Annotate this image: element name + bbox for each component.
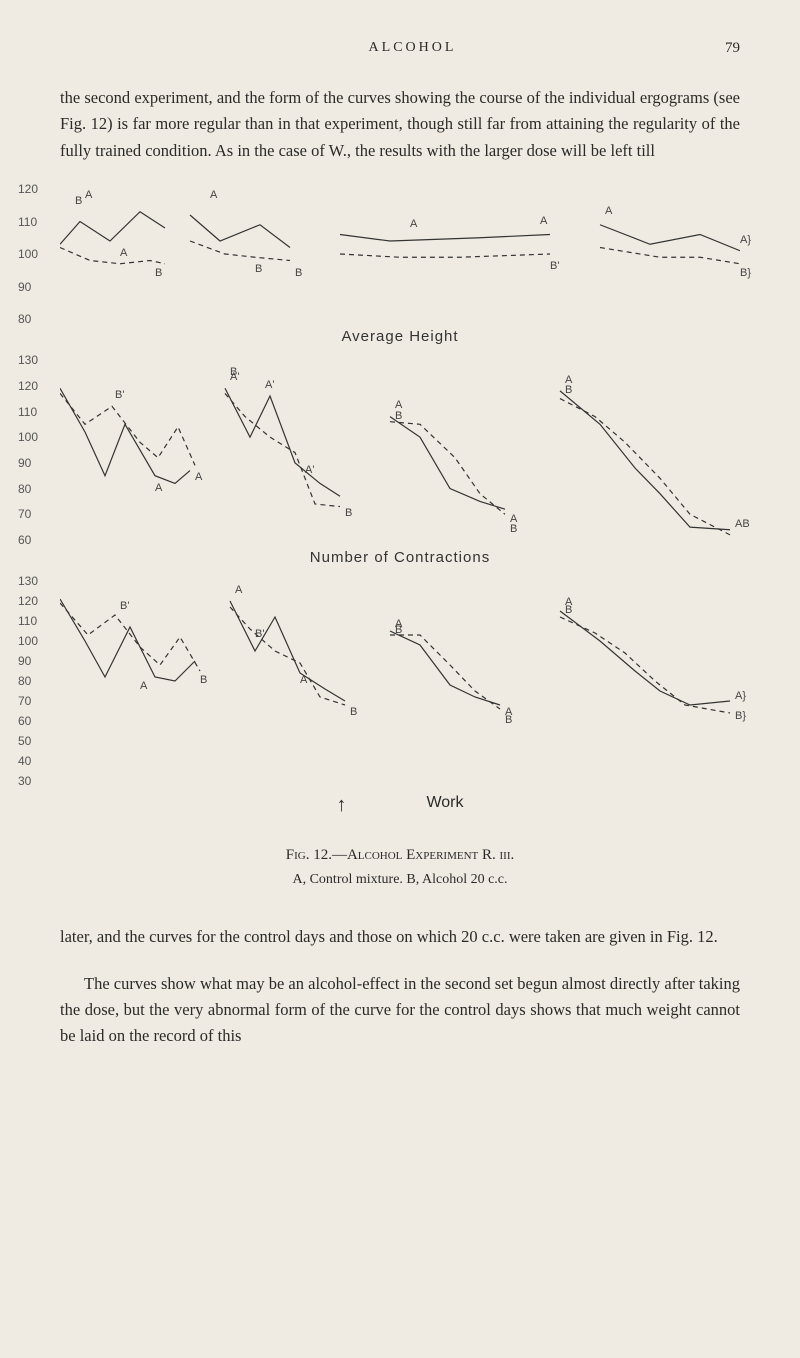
series-b-label: A xyxy=(195,471,202,483)
chart-contractions: 13012011010090807060AB'AA'A'A'BBAABBAABB xyxy=(60,355,740,545)
ytick-label: 70 xyxy=(18,507,31,521)
ytick-label: 100 xyxy=(18,247,38,261)
series-b-label: B xyxy=(395,410,402,422)
series-b-label: B xyxy=(565,384,572,396)
ytick-label: 130 xyxy=(18,353,38,367)
series-a-label: A' xyxy=(305,464,314,476)
series-a-label: A xyxy=(210,189,217,201)
ytick-label: 90 xyxy=(18,654,31,668)
series-b-line xyxy=(60,248,165,264)
header-title: ALCOHOL xyxy=(100,40,725,57)
ytick-label: 120 xyxy=(18,594,38,608)
series-b-line xyxy=(560,399,730,535)
ytick-label: 80 xyxy=(18,482,31,496)
series-b-label: B xyxy=(395,624,402,636)
series-a-line xyxy=(560,611,730,705)
paragraph-3: The curves show what may be an alcohol-e… xyxy=(60,971,740,1050)
series-b-line xyxy=(600,248,740,264)
chart3-title: Work xyxy=(426,794,463,817)
header-page: 79 xyxy=(725,40,740,57)
ytick-label: 50 xyxy=(18,734,31,748)
series-a-label: A} xyxy=(735,690,746,702)
ytick-label: 40 xyxy=(18,754,31,768)
chart1-title: Average Height xyxy=(60,328,740,345)
chart3-title-row: ↑ Work xyxy=(60,794,740,817)
ytick-label: 120 xyxy=(18,379,38,393)
series-b-label: B xyxy=(350,706,357,718)
series-b-label: B xyxy=(510,523,517,535)
series-a-label: AB xyxy=(735,518,750,530)
ytick-label: 60 xyxy=(18,533,31,547)
series-a-label: A} xyxy=(740,234,751,246)
ytick-label: 120 xyxy=(18,182,38,196)
ytick-label: 110 xyxy=(18,215,37,229)
series-b-label: B xyxy=(200,674,207,686)
chart3-svg xyxy=(60,576,740,786)
series-b-label: B' xyxy=(550,260,559,272)
ytick-label: 30 xyxy=(18,774,31,788)
paragraph-1: the second experiment, and the form of t… xyxy=(60,85,740,164)
chart2-svg xyxy=(60,355,740,545)
series-a-label: A' xyxy=(265,379,274,391)
series-a-line xyxy=(390,631,500,705)
figure-subcaption: A, Control mixture. B, Alcohol 20 c.c. xyxy=(60,872,740,888)
series-b-label: B} xyxy=(740,267,751,279)
series-b-label: B' xyxy=(115,389,124,401)
ytick-label: 100 xyxy=(18,634,38,648)
series-b-label: B' xyxy=(255,628,264,640)
series-a-label: A xyxy=(140,680,147,692)
series-b-line xyxy=(190,241,290,261)
series-a-label: A xyxy=(155,482,162,494)
series-b-label: B xyxy=(505,714,512,726)
series-b-label: B xyxy=(295,267,302,279)
ytick-label: 60 xyxy=(18,714,31,728)
paragraph-2: later, and the curves for the control da… xyxy=(60,924,740,950)
chart2-title: Number of Contractions xyxy=(60,549,740,566)
series-a-line xyxy=(600,225,740,251)
series-a-line xyxy=(60,388,190,483)
ytick-label: 110 xyxy=(18,614,37,628)
chart1-svg xyxy=(60,184,740,324)
series-b-label: B xyxy=(155,267,162,279)
ytick-label: 90 xyxy=(18,456,31,470)
series-b-label: B} xyxy=(735,710,746,722)
series-b-line xyxy=(340,254,550,257)
ytick-label: 80 xyxy=(18,312,31,326)
series-a-label: A xyxy=(120,247,127,259)
series-b-label: B xyxy=(75,195,82,207)
series-a-line xyxy=(230,601,345,701)
series-a-line xyxy=(225,388,340,496)
figure-caption: Fig. 12.—Alcohol Experiment R. iii. xyxy=(60,847,740,864)
series-b-label: B xyxy=(255,263,262,275)
series-a-line xyxy=(390,417,505,510)
series-a-label: A xyxy=(85,189,92,201)
series-a-label: A xyxy=(235,584,242,596)
ytick-label: 100 xyxy=(18,430,38,444)
ytick-label: 90 xyxy=(18,280,31,294)
series-a-label: A xyxy=(410,218,417,230)
series-a-line xyxy=(340,235,550,242)
series-b-line xyxy=(560,617,730,713)
series-b-label: B' xyxy=(120,600,129,612)
series-b-line xyxy=(390,422,505,515)
series-b-line xyxy=(390,635,500,709)
series-b-line xyxy=(225,394,340,507)
series-b-label: B xyxy=(230,366,237,378)
ytick-label: 80 xyxy=(18,674,31,688)
ytick-label: 70 xyxy=(18,694,31,708)
series-a-line xyxy=(60,212,165,245)
page-header: ALCOHOL 79 xyxy=(60,40,740,57)
series-a-label: A xyxy=(300,674,307,686)
arrow-up-icon: ↑ xyxy=(336,794,346,817)
series-b-label: B xyxy=(565,604,572,616)
series-a-line xyxy=(190,215,290,248)
series-b-label: B xyxy=(345,507,352,519)
chart-work: 13012011010090807060504030AB'BAAB'BAABBA… xyxy=(60,576,740,786)
series-a-label: A xyxy=(605,205,612,217)
ytick-label: 130 xyxy=(18,574,38,588)
chart-average-height: 1201101009080AABBABBAAB'AA}B} xyxy=(60,184,740,324)
series-a-label: A xyxy=(540,215,547,227)
ytick-label: 110 xyxy=(18,405,37,419)
series-b-line xyxy=(60,603,200,671)
